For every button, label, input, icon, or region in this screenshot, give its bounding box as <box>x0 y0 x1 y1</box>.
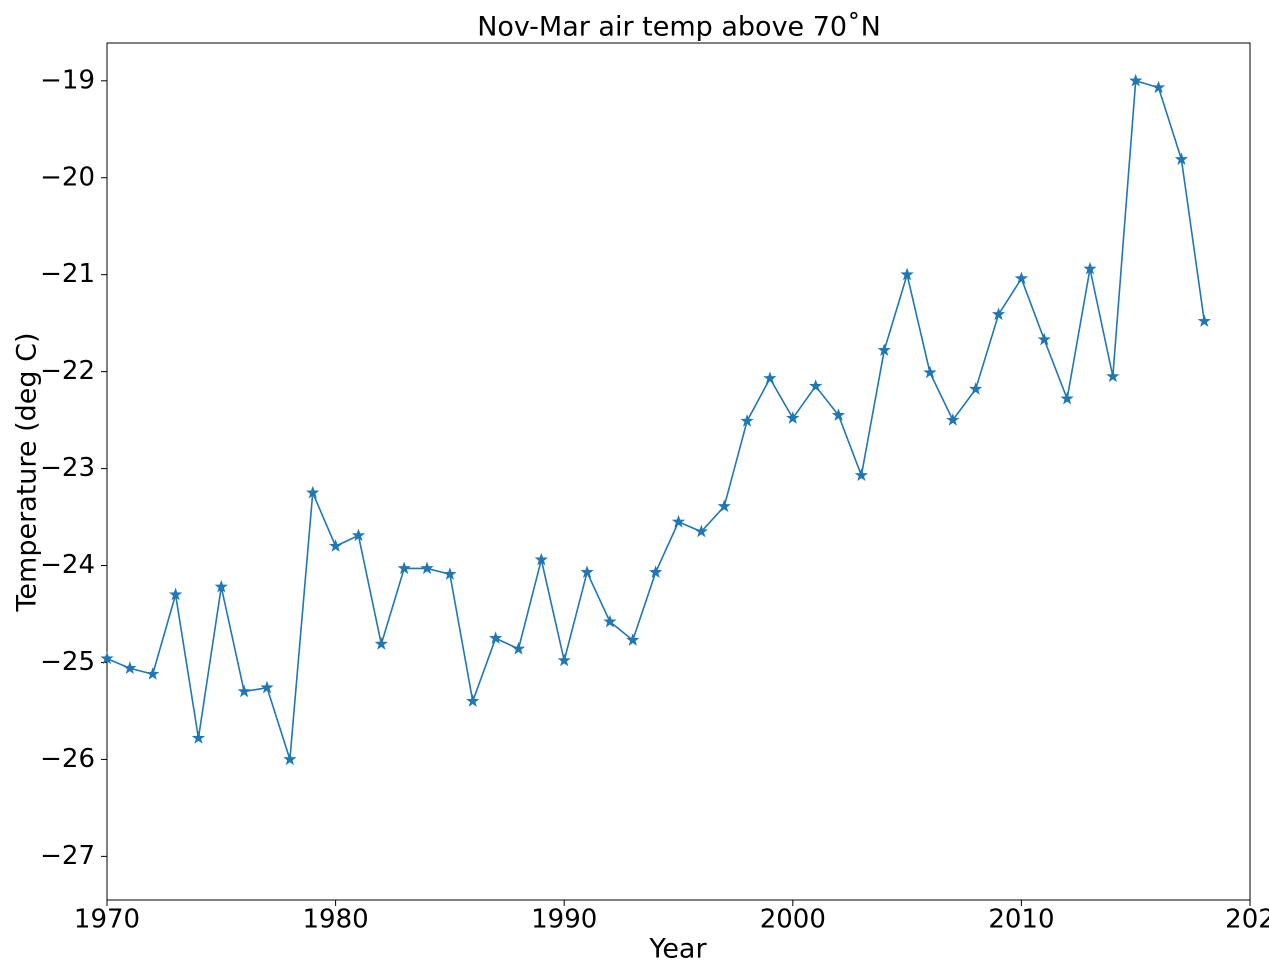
star-marker <box>1106 369 1120 383</box>
star-marker <box>214 579 228 593</box>
plot-frame <box>106 42 1251 901</box>
star-marker <box>854 468 869 482</box>
star-marker <box>397 561 411 575</box>
star-marker <box>488 631 503 644</box>
star-marker <box>374 637 388 650</box>
star-marker <box>786 411 800 424</box>
x-tick-label: 1980 <box>303 905 369 935</box>
star-marker <box>740 414 754 427</box>
star-marker <box>1037 332 1051 346</box>
star-marker <box>946 413 960 426</box>
star-marker <box>443 567 457 580</box>
x-tick-label: 2000 <box>760 905 826 935</box>
star-marker <box>991 307 1006 321</box>
star-marker <box>237 684 251 698</box>
y-tick-label: −21 <box>40 259 95 289</box>
star-marker <box>100 651 114 665</box>
star-marker <box>1197 314 1211 327</box>
star-marker <box>328 539 343 552</box>
y-tick-label: −24 <box>40 550 95 580</box>
star-marker <box>420 561 434 575</box>
x-tick-label: 2010 <box>988 905 1054 935</box>
data-line <box>106 79 1206 760</box>
star-marker <box>603 614 617 628</box>
star-marker <box>1174 152 1189 165</box>
star-marker <box>877 343 891 356</box>
y-tick-label: −23 <box>40 453 95 483</box>
x-tick-label: 1990 <box>531 905 597 935</box>
y-tick-label: −25 <box>40 647 95 677</box>
y-tick-label: −22 <box>40 356 95 386</box>
star-marker <box>1014 271 1029 285</box>
y-tick-label: −20 <box>40 162 95 192</box>
star-marker <box>260 680 274 694</box>
x-axis-label: Year <box>648 934 707 965</box>
star-marker <box>969 382 983 395</box>
x-tick-label: 202 <box>1225 905 1269 935</box>
star-marker <box>1129 73 1143 87</box>
y-tick-label: −26 <box>40 744 95 774</box>
star-marker <box>146 667 160 680</box>
star-marker <box>626 633 640 646</box>
x-tick-label: 1970 <box>74 905 140 935</box>
star-marker <box>511 641 526 655</box>
star-marker <box>717 499 731 513</box>
star-marker <box>466 694 480 707</box>
y-axis-label: Temperature (deg C) <box>12 332 43 612</box>
y-tick-label: −19 <box>40 65 95 95</box>
star-marker <box>123 661 137 674</box>
star-marker <box>580 565 594 578</box>
star-marker <box>557 653 571 667</box>
star-marker <box>671 514 686 528</box>
star-marker <box>1083 261 1097 275</box>
star-marker <box>923 365 937 379</box>
star-marker <box>191 731 206 744</box>
star-marker <box>648 565 663 578</box>
star-marker <box>351 528 366 542</box>
star-marker <box>534 552 548 566</box>
star-marker <box>694 524 709 538</box>
star-marker <box>831 408 846 421</box>
star-marker <box>168 587 183 601</box>
y-tick-label: −27 <box>40 841 95 871</box>
star-marker <box>763 371 777 385</box>
star-marker <box>809 379 823 392</box>
star-marker <box>1151 80 1166 94</box>
star-marker <box>283 752 297 766</box>
star-marker <box>900 267 914 281</box>
chart-title: Nov-Mar air temp above 70˚N <box>477 12 881 43</box>
star-marker <box>306 485 320 499</box>
star-marker <box>1060 391 1074 405</box>
